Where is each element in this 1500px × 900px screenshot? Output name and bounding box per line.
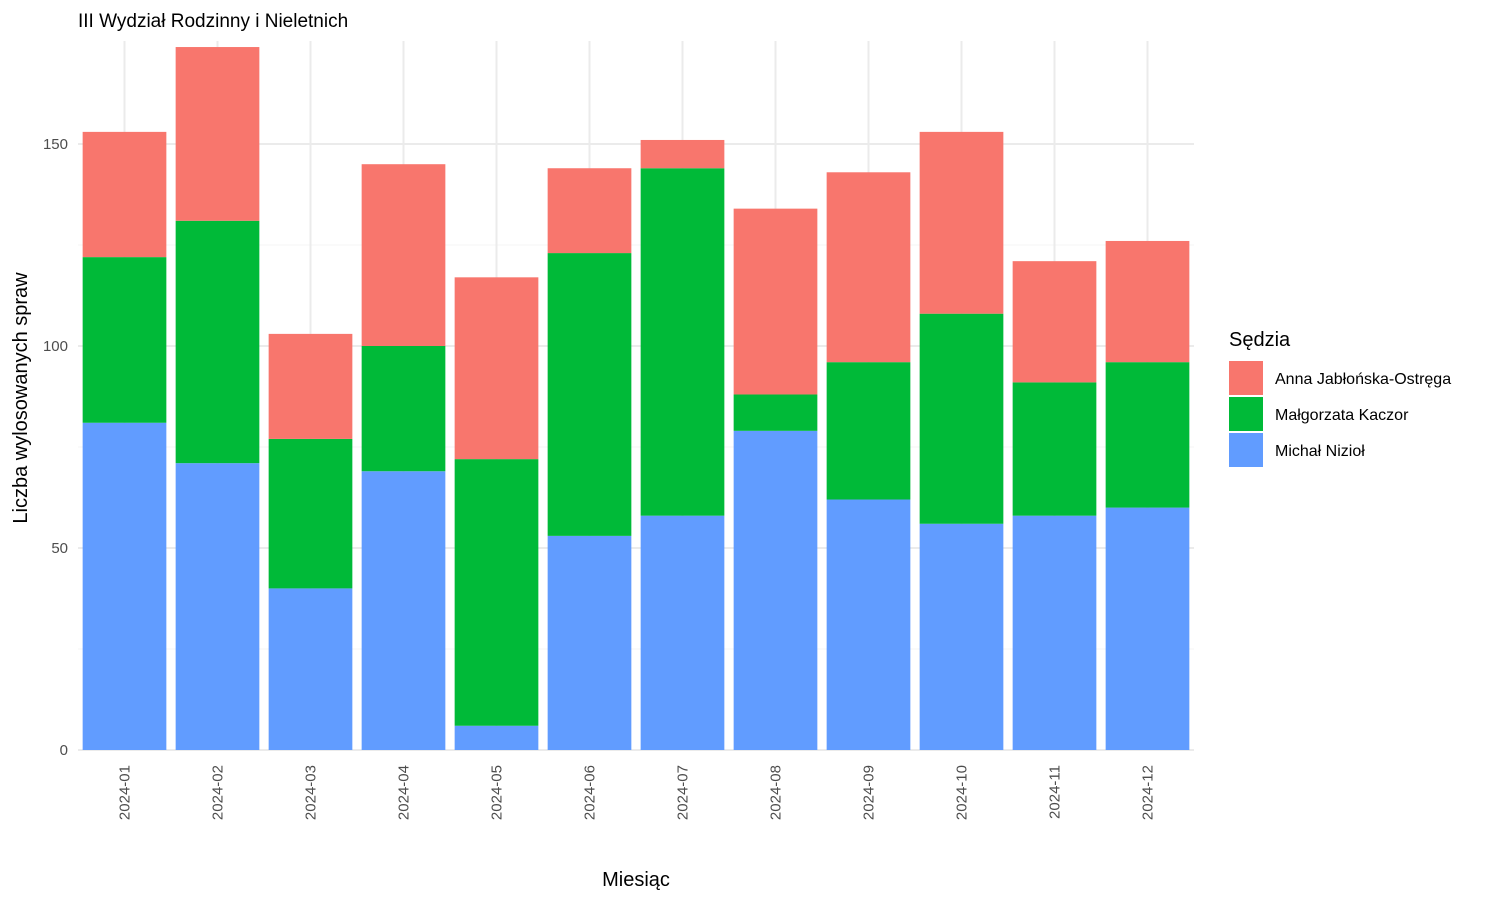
bar-segment (454, 459, 539, 726)
x-tick-label: 2024-04 (396, 765, 413, 820)
legend: Sędzia Anna Jabłońska-Ostręga Małgorzata … (1229, 329, 1451, 467)
bar-segment (175, 47, 260, 221)
bar-segment (733, 208, 818, 395)
bar-segment (919, 313, 1004, 524)
legend-swatch (1229, 361, 1263, 395)
bar-segment (640, 139, 725, 169)
x-axis-title: Miesiąc (602, 869, 670, 891)
legend-swatch (1229, 433, 1263, 467)
x-tick-label: 2024-09 (861, 765, 878, 820)
x-axis-ticks: 2024-01 2024-02 2024-03 2024-04 2024-05 2024-… (117, 765, 1157, 820)
legend-swatch (1229, 397, 1263, 431)
x-tick-label: 2024-02 (210, 765, 227, 820)
bar-segment (1012, 261, 1097, 383)
x-tick-label: 2024-01 (117, 765, 134, 820)
bar-segment (826, 362, 911, 500)
x-tick-label: 2024-05 (489, 765, 506, 820)
bars (82, 47, 1190, 750)
bar-segment (826, 172, 911, 363)
y-axis-ticks: 0 50 100 150 (43, 136, 68, 759)
bar-segment (640, 515, 725, 750)
x-tick-label: 2024-11 (1047, 765, 1064, 819)
bar-segment (454, 725, 539, 750)
bar-segment (733, 394, 818, 431)
bar-segment (640, 168, 725, 516)
bar-segment (175, 463, 260, 750)
bar-segment (1012, 515, 1097, 750)
bar-segment (1012, 382, 1097, 516)
bar-segment (82, 257, 167, 423)
bar-segment (361, 471, 446, 750)
x-tick-label: 2024-07 (675, 765, 692, 820)
bar-segment (1105, 507, 1190, 750)
bar-segment (268, 438, 353, 589)
x-tick-label: 2024-03 (303, 765, 320, 820)
x-tick-label: 2024-10 (954, 765, 971, 820)
bar-segment (547, 253, 632, 536)
y-tick-label: 150 (43, 136, 68, 153)
bar-segment (82, 422, 167, 750)
legend-title: Sędzia (1229, 329, 1291, 351)
bar-segment (919, 523, 1004, 750)
bar-segment (547, 168, 632, 254)
legend-label: Małgorzata Kaczor (1275, 407, 1409, 424)
x-tick-label: 2024-12 (1140, 765, 1157, 820)
y-tick-label: 0 (60, 742, 68, 759)
y-tick-label: 100 (43, 338, 68, 355)
bar-segment (919, 131, 1004, 314)
x-tick-label: 2024-06 (582, 765, 599, 820)
bar-segment (826, 499, 911, 750)
chart-title: III Wydział Rodzinny i Nieletnich (78, 11, 348, 32)
y-axis-title: Liczba wylosowanych spraw (10, 272, 32, 524)
bar-segment (1105, 240, 1190, 363)
bar-segment (361, 346, 446, 472)
y-tick-label: 50 (51, 540, 68, 557)
bar-segment (547, 535, 632, 750)
legend-label: Michał Nizioł (1275, 443, 1365, 460)
bar-segment (454, 277, 539, 460)
legend-label: Anna Jabłońska-Ostręga (1275, 371, 1451, 388)
bar-segment (175, 220, 260, 464)
bar-segment (268, 333, 353, 439)
bar-segment (268, 588, 353, 750)
bar-segment (361, 164, 446, 346)
bar-segment (82, 131, 167, 258)
bar-segment (733, 430, 818, 750)
x-tick-label: 2024-08 (768, 765, 785, 820)
bar-segment (1105, 362, 1190, 508)
